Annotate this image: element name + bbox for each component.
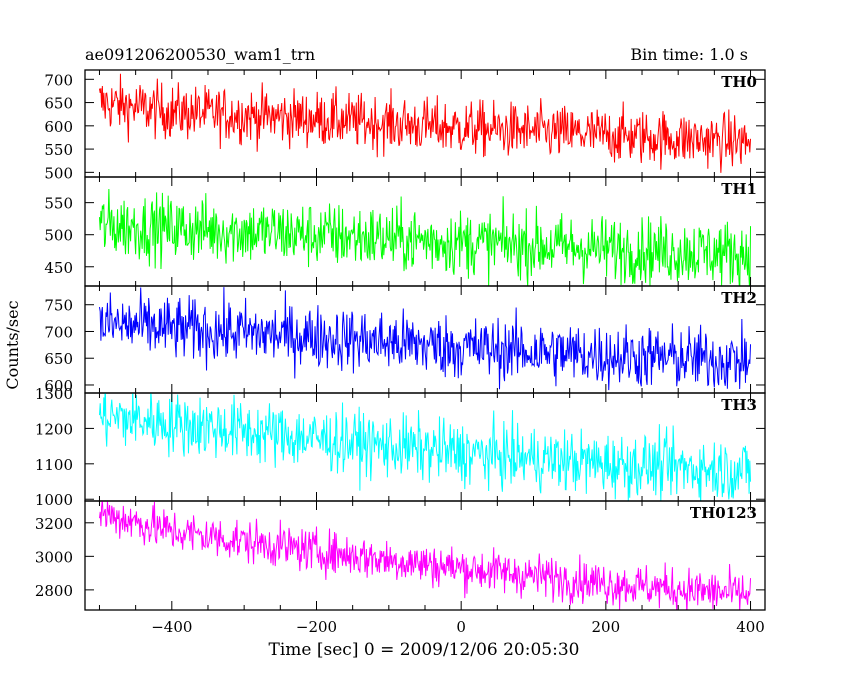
panel-th0: 500 550 600 650 700 TH0 [44,69,766,182]
series-line-th0 [98,73,752,173]
y-tick-label: 1100 [35,456,73,474]
series-line-th3 [98,393,752,501]
panel-th3: 1000 1100 1200 1300 TH3 [35,385,766,509]
y-tick-label: 600 [44,118,73,136]
y-tick-label: 1300 [35,385,73,403]
y-tick-label: 550 [44,141,73,159]
bin-time-label: Bin time: 1.0 s [630,45,748,64]
x-tick-label: −200 [296,618,337,636]
panel-label: TH3 [721,396,757,414]
panel-label: TH2 [721,289,757,307]
panel-th2: 600 650 700 750 TH2 [44,285,766,395]
y-tick-label: 600 [44,377,73,395]
series-line-th2 [98,287,752,391]
y-tick-label: 700 [44,71,73,89]
y-tick-label: 550 [44,195,73,213]
y-tick-label: 650 [44,350,73,368]
y-tick-label: 750 [44,297,73,315]
y-tick-label: 2800 [35,582,73,600]
x-tick-label: −400 [151,618,192,636]
panel-th1: 450 500 550 TH1 [44,176,766,287]
y-tick-label: 3000 [35,548,73,566]
series-line-th0123 [98,501,752,610]
y-tick-label: 500 [44,227,73,245]
chart-title: ae091206200530_wam1_trn [85,45,315,64]
y-tick-label: 3200 [35,515,73,533]
panel-frame [84,285,766,394]
y-tick-label: 450 [44,259,73,277]
y-tick-label: 700 [44,323,73,341]
panel-label: TH1 [721,180,757,198]
y-axis-label: Counts/sec [3,300,22,389]
y-tick-label: 650 [44,95,73,113]
x-tick-label: 0 [456,618,466,636]
x-tick-label: 200 [592,618,621,636]
panel-th0123: 2800 3000 3200 TH0123 [35,500,766,611]
panel-label: TH0123 [690,504,757,522]
panel-label: TH0 [721,73,757,91]
x-tick-label: 400 [736,618,765,636]
x-axis: −400 −200 0 200 400 [98,70,765,636]
x-axis-label: Time [sec] 0 = 2009/12/06 20:05:30 [269,640,580,660]
y-tick-label: 1000 [35,491,73,509]
panels-group: 500 550 600 650 700 TH0 450 500 550 TH1 600 650 700 7… [35,69,766,611]
y-tick-label: 500 [44,164,73,182]
series-line-th1 [98,189,752,286]
y-tick-label: 1200 [35,420,73,438]
